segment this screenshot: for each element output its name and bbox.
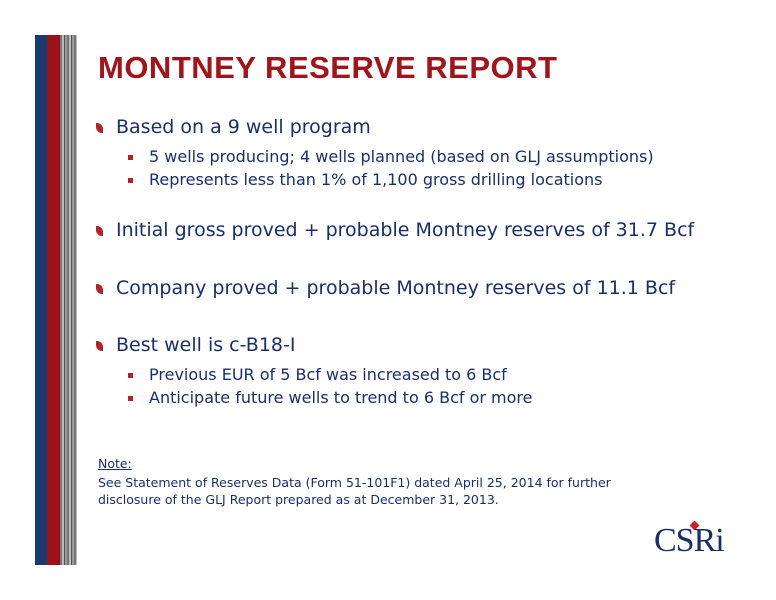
bullet-marker [96,123,103,133]
sub-bullet-marker [128,155,133,160]
sub-bullet-marker [128,178,133,183]
note-label: Note: [98,456,132,471]
logo: CSRi [654,522,725,559]
bullet-text: Based on a 9 well program [116,116,371,138]
texture-stripe [60,35,77,565]
sub-bullet-text: 5 wells producing; 4 wells planned (base… [149,147,654,166]
bullet-text: Best well is c-B18-I [116,334,296,356]
slide-title: MONTNEY RESERVE REPORT [98,50,558,85]
bullet-text: Company proved + probable Montney reserv… [116,277,676,299]
note-text: disclosure of the GLJ Report prepared as… [98,492,499,507]
sub-bullet-text: Anticipate future wells to trend to 6 Bc… [149,388,533,407]
sub-bullet-marker [128,373,133,378]
bullet-marker [96,284,103,294]
bullet-marker [96,226,103,236]
sub-bullet-text: Previous EUR of 5 Bcf was increased to 6… [149,365,507,384]
blue-stripe [35,35,47,565]
bullet-marker [96,341,103,351]
red-stripe [47,35,60,565]
note-text: See Statement of Reserves Data (Form 51-… [98,475,611,490]
sub-bullet-text: Represents less than 1% of 1,100 gross d… [149,170,603,189]
sub-bullet-marker [128,396,133,401]
bullet-text: Initial gross proved + probable Montney … [116,219,695,241]
